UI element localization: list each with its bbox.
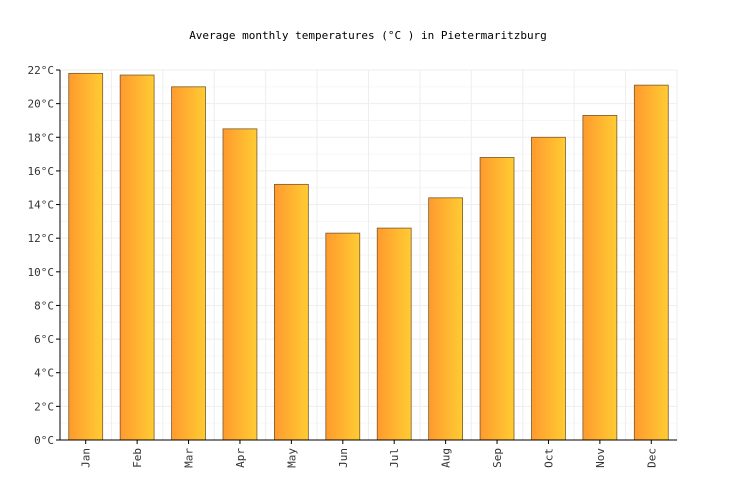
grid-lines [59, 69, 678, 441]
x-tick-label-feb: Feb [131, 448, 144, 468]
y-tick-label: 0°C [34, 434, 54, 447]
y-tick-label: 22°C [28, 64, 55, 77]
y-tick-label: 8°C [34, 299, 54, 312]
bar-nov [582, 115, 618, 441]
bar-dec [633, 84, 669, 441]
bar-feb [119, 74, 155, 441]
x-tick-label-mar: Mar [183, 448, 196, 468]
bar-apr [222, 128, 258, 441]
x-tick-label-may: May [285, 448, 298, 468]
y-tick-label: 10°C [28, 266, 55, 279]
bar-sep [479, 157, 515, 441]
bar-may [274, 183, 309, 441]
y-tick-label: 14°C [28, 199, 55, 212]
x-tick-label-aug: Aug [440, 448, 453, 468]
x-tick-label-sep: Sep [491, 448, 504, 468]
y-tick-label: 6°C [34, 333, 54, 346]
axes [59, 70, 677, 441]
bar-mar [171, 86, 206, 441]
chart-title: Average monthly temperatures (°C ) in Pi… [189, 29, 547, 42]
x-tick-label-apr: Apr [234, 448, 247, 468]
y-tick-label: 20°C [28, 98, 55, 111]
bar-oct [531, 136, 566, 441]
y-tick-label: 16°C [28, 165, 55, 178]
bars [68, 72, 669, 441]
x-tick-label-jun: Jun [337, 448, 350, 468]
y-tick-label: 18°C [28, 131, 55, 144]
bar-aug [428, 197, 463, 441]
bar-jan [68, 72, 104, 441]
bar-jul [376, 227, 412, 441]
x-tick-label-jan: Jan [80, 448, 93, 468]
x-tick-label-oct: Oct [542, 448, 555, 468]
y-tick-label: 2°C [34, 400, 54, 413]
y-tick-label: 4°C [34, 367, 54, 380]
y-axis-ticks: 0°C 2°C 4°C 6°C 8°C 10°C 12°C 14°C 16°C 18°C 20°C 2… [28, 64, 60, 447]
x-tick-label-nov: Nov [594, 448, 607, 468]
x-tick-label-dec: Dec [645, 448, 658, 468]
x-tick-label-jul: Jul [388, 448, 401, 468]
y-tick-label: 12°C [28, 232, 55, 245]
x-axis-ticks: Jan Feb Mar Apr May Jun Jul Aug Sep Oct Nov Dec [80, 440, 658, 468]
bar-jun [325, 232, 361, 441]
